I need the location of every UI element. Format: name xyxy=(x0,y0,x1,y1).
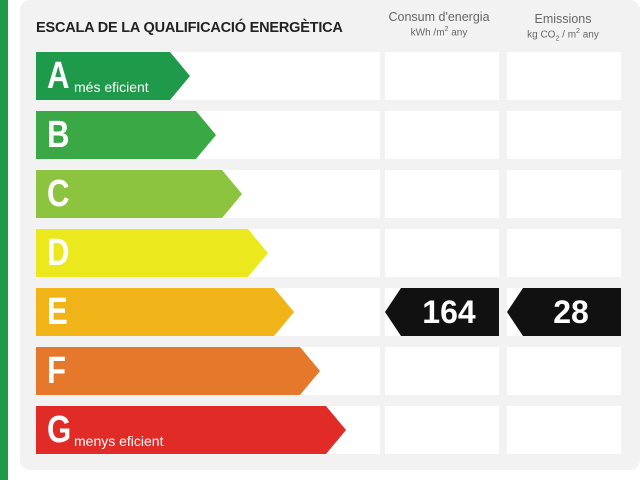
emissions-cell: 28 xyxy=(507,288,621,336)
rating-arrow-c xyxy=(36,170,242,218)
consumption-column-header: Consum d'energia kWh /m2 any xyxy=(384,10,494,39)
rating-arrow-a xyxy=(36,52,190,100)
left-accent-bar xyxy=(0,0,8,480)
consumption-cell xyxy=(385,170,499,218)
consumption-label: Consum d'energia xyxy=(388,10,490,24)
consumption-cell: 164 xyxy=(385,288,499,336)
consumption-value: 164 xyxy=(422,294,476,330)
emissions-unit: kg CO2 / m2 any xyxy=(527,27,599,42)
rating-row-f: F xyxy=(36,347,380,395)
consumption-unit: kWh /m2 any xyxy=(410,25,468,38)
rating-letter: G xyxy=(47,409,72,451)
rating-arrow-g xyxy=(36,406,346,454)
emissions-column-header: Emissions kg CO2 / m2 any xyxy=(508,12,618,44)
rating-arrow-f xyxy=(36,347,320,395)
rating-letter: D xyxy=(47,232,70,274)
emissions-cell xyxy=(507,52,621,100)
emissions-cell xyxy=(507,347,621,395)
rating-letter: E xyxy=(47,291,68,333)
emissions-cell xyxy=(507,111,621,159)
rating-letter: B xyxy=(47,114,70,156)
consumption-value-tag xyxy=(385,288,499,341)
rating-row-b: B xyxy=(36,111,380,159)
rating-row-d: D xyxy=(36,229,380,277)
consumption-cell xyxy=(385,406,499,454)
consumption-cell xyxy=(385,347,499,395)
rating-arrow-d xyxy=(36,229,268,277)
emissions-cell xyxy=(507,170,621,218)
rating-arrow-e xyxy=(36,288,294,336)
emissions-cell xyxy=(507,229,621,277)
consumption-cell xyxy=(385,111,499,159)
rating-description: més eficient xyxy=(74,79,149,95)
rating-letter: F xyxy=(47,350,67,392)
emissions-label: Emissions xyxy=(534,12,592,26)
emissions-value: 28 xyxy=(553,294,589,330)
rating-arrow-b xyxy=(36,111,216,159)
rating-row-c: C xyxy=(36,170,380,218)
rating-row-e: E xyxy=(36,288,380,336)
emissions-value-tag xyxy=(507,288,621,341)
consumption-cell xyxy=(385,52,499,100)
rating-description: menys eficient xyxy=(74,433,164,449)
consumption-cell xyxy=(385,229,499,277)
rating-letter: C xyxy=(47,173,70,215)
emissions-cell xyxy=(507,406,621,454)
rating-letter: A xyxy=(47,55,70,97)
page-title: ESCALA DE LA QUALIFICACIÓ ENERGÈTICA xyxy=(36,20,343,36)
